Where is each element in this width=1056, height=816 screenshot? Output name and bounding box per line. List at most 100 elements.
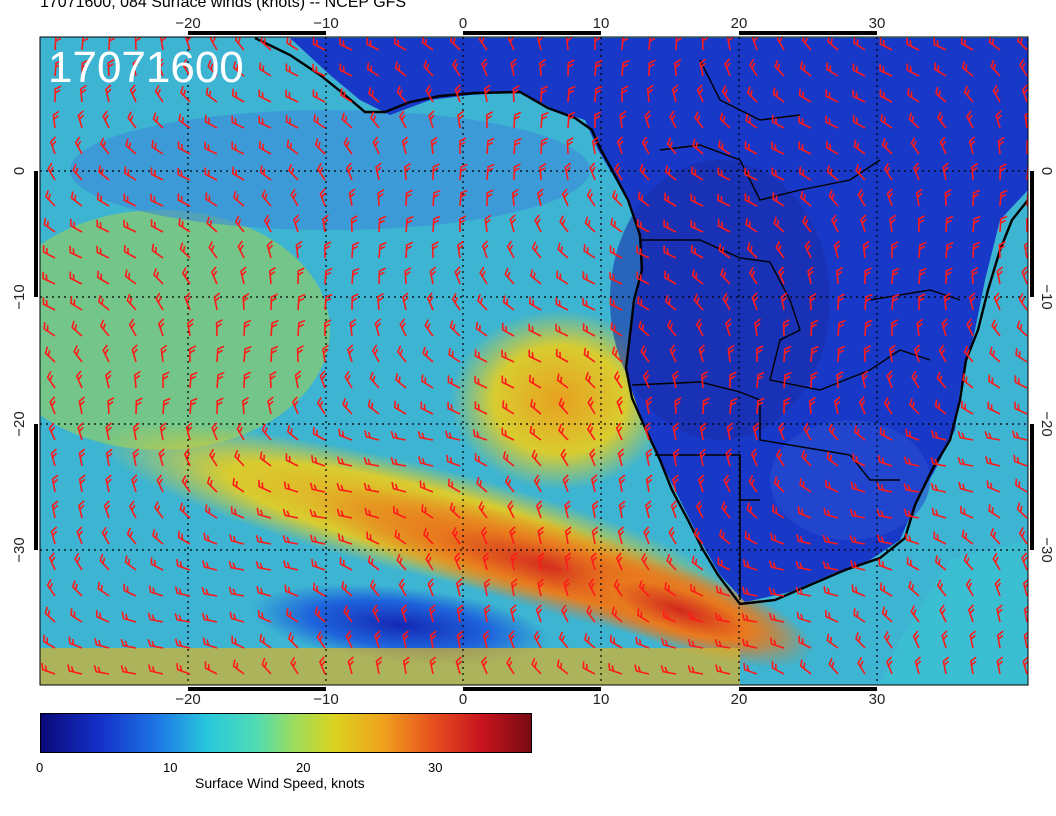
wind-barb: [48, 552, 56, 571]
wind-barb: [933, 37, 947, 51]
wind-barb: [311, 558, 326, 571]
wind-barb: [429, 266, 437, 285]
wind-barb: [610, 322, 623, 337]
wind-barb: [313, 113, 326, 129]
wind-barb: [558, 424, 569, 441]
wind-barb: [157, 58, 164, 77]
wind-barb: [771, 141, 785, 155]
wind-barb: [618, 500, 626, 519]
wind-barb: [421, 504, 434, 519]
wind-barb: [771, 661, 785, 675]
wind-barb: [93, 664, 110, 675]
wind-barb: [533, 474, 542, 493]
wind-barb: [98, 295, 110, 311]
lat-tick-right: −10: [1038, 284, 1055, 309]
wind-barb: [828, 423, 839, 441]
wind-barb: [179, 242, 191, 259]
wind-barb: [942, 656, 950, 675]
wind-barb: [645, 474, 653, 493]
wind-barb: [609, 245, 623, 259]
wind-barb: [510, 578, 518, 597]
wind-barb: [510, 552, 518, 571]
wind-barb: [286, 139, 299, 155]
wind-barb: [783, 397, 791, 415]
wind-barb: [968, 292, 976, 311]
wind-barb: [98, 165, 110, 181]
wind-barb: [451, 526, 461, 545]
wind-barb: [960, 400, 974, 415]
wind-barb: [540, 111, 549, 129]
wind-barb: [508, 630, 515, 649]
wind-barb: [480, 526, 488, 545]
wind-barb: [913, 344, 921, 363]
wind-barb: [889, 214, 897, 233]
wind-barb: [723, 474, 731, 493]
wind-barb: [455, 578, 463, 597]
wind-barb: [124, 269, 137, 285]
wind-barb: [886, 188, 894, 207]
wind-barb: [828, 657, 839, 675]
wind-barb: [741, 638, 758, 649]
wind-barb: [54, 59, 63, 77]
wind-barb: [285, 89, 299, 103]
wind-barb: [714, 639, 731, 649]
wind-barb: [1014, 401, 1028, 415]
wind-barb: [864, 293, 873, 311]
wind-barb: [693, 293, 704, 311]
wind-barb: [801, 450, 812, 467]
wind-barb: [156, 474, 164, 493]
wind-barb: [560, 604, 569, 623]
colorbar-label: Surface Wind Speed, knots: [195, 775, 365, 791]
wind-barb: [725, 448, 732, 467]
wind-barb: [368, 86, 380, 103]
figure-title: 17071600, 084 Surface winds (knots) -- N…: [40, 0, 407, 11]
wind-barb: [504, 475, 515, 493]
wind-barb: [202, 560, 218, 571]
wind-barb: [645, 448, 653, 467]
wind-barb: [535, 500, 543, 519]
wind-barb: [1026, 163, 1028, 181]
wind-barb: [236, 422, 245, 441]
wind-barb: [810, 319, 819, 337]
wind-barb: [345, 162, 353, 181]
wind-barb: [746, 502, 758, 519]
wind-barb: [486, 189, 494, 207]
wind-barb: [336, 483, 353, 493]
wind-barb: [857, 188, 866, 207]
wind-barb: [311, 455, 326, 467]
wind-barb: [852, 453, 866, 467]
colorbar-tick: 30: [428, 760, 443, 775]
wind-barb: [562, 474, 570, 493]
wind-barb: [776, 37, 785, 51]
wind-barb: [780, 292, 788, 311]
wind-barb: [210, 266, 218, 285]
wind-barb: [184, 292, 191, 311]
wind-barb: [390, 456, 407, 467]
wind-barb: [555, 323, 569, 337]
wind-barb: [879, 63, 893, 77]
wind-barb: [297, 293, 306, 311]
wind-barb: [586, 422, 596, 441]
lon-tick-bottom: 10: [593, 691, 610, 708]
wind-barb: [206, 216, 218, 233]
wind-barb: [564, 552, 572, 571]
wind-barb: [400, 604, 408, 623]
wind-barb: [96, 219, 110, 233]
wind-barb: [107, 58, 115, 77]
wind-barb: [613, 370, 623, 389]
wind-barb: [69, 271, 83, 285]
wind-barb: [71, 320, 83, 337]
wind-barb: [393, 37, 407, 51]
wind-barb: [52, 110, 60, 129]
wind-barb: [699, 422, 707, 441]
lat-tick-left: 0: [11, 167, 28, 175]
wind-barb: [744, 141, 758, 155]
wind-barb: [582, 323, 596, 337]
wind-barb: [918, 267, 927, 285]
wind-barb: [997, 136, 1005, 155]
wind-barb: [297, 267, 305, 285]
wind-barb: [478, 501, 488, 519]
wind-barb: [484, 214, 492, 233]
wind-barb: [120, 664, 137, 675]
wind-barb: [696, 84, 704, 103]
